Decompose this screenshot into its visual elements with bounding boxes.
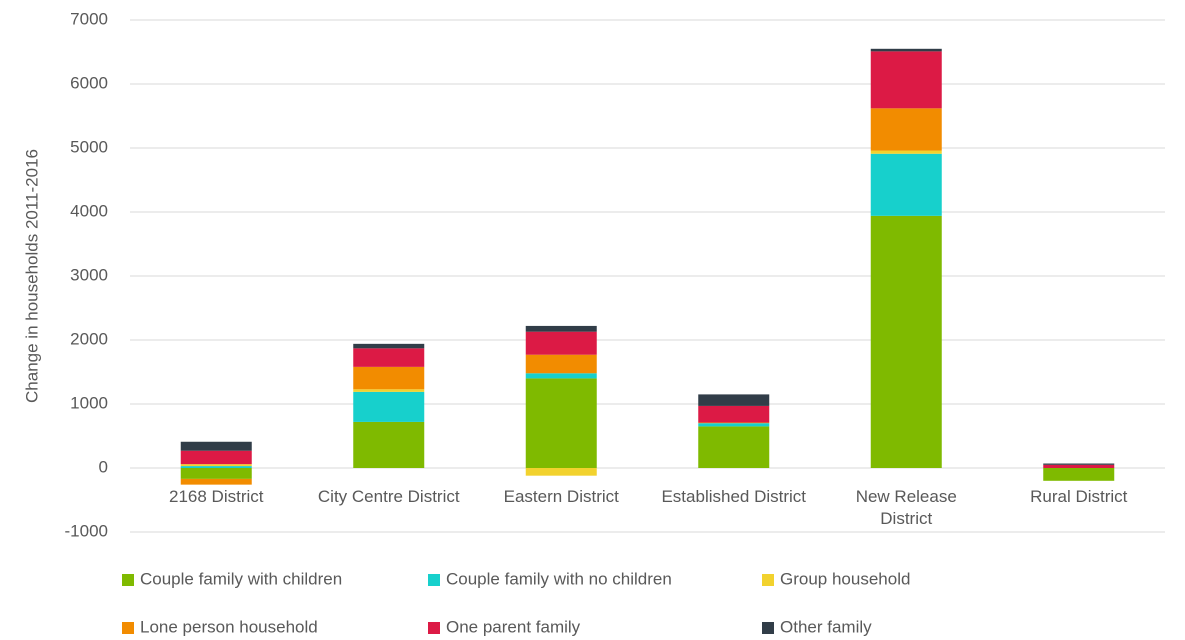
bar-segment (525, 331, 597, 355)
bar-segment (1043, 464, 1115, 468)
bar-segment (870, 215, 942, 468)
legend-label: Couple family with children (140, 569, 342, 588)
bar-segment (180, 464, 252, 467)
x-tick-label: Eastern District (503, 487, 619, 506)
bar-segment (525, 354, 597, 374)
y-tick-label: 3000 (70, 265, 108, 284)
legend-swatch (122, 574, 134, 586)
legend-swatch (428, 622, 440, 634)
legend-label: Other family (780, 617, 872, 636)
bar-segment (870, 51, 942, 109)
legend-swatch (762, 574, 774, 586)
y-axis-label: Change in households 2011-2016 (22, 149, 41, 403)
y-tick-label: 7000 (70, 9, 108, 28)
x-tick-label: Rural District (1030, 487, 1128, 506)
legend-label: Group household (780, 569, 910, 588)
legend-swatch (762, 622, 774, 634)
bar-segment (353, 348, 425, 367)
bar-segment (353, 391, 425, 422)
bar-segment (353, 343, 425, 349)
bar-segment (698, 405, 770, 423)
x-tick-label: City Centre District (317, 487, 460, 506)
y-tick-label: -1000 (65, 521, 108, 540)
y-tick-label: 0 (99, 457, 108, 476)
bar-segment (525, 373, 597, 379)
bar-segment (870, 150, 942, 154)
bar-segment (1043, 468, 1115, 481)
bar-segment (1043, 463, 1115, 465)
legend-label: One parent family (446, 617, 581, 636)
x-tick-label: Established District (661, 487, 807, 506)
bar-segment (698, 423, 770, 427)
bar-segment (525, 468, 597, 476)
bar-segment (870, 48, 942, 52)
bar-segment (180, 466, 252, 468)
bar-segment (870, 153, 942, 216)
legend-swatch (428, 574, 440, 586)
legend-label: Couple family with no children (446, 569, 672, 588)
bar-segment (353, 366, 425, 390)
y-tick-label: 2000 (70, 329, 108, 348)
bar-segment (180, 478, 252, 485)
y-tick-label: 4000 (70, 201, 108, 220)
y-tick-label: 1000 (70, 393, 108, 412)
bar-segment (698, 422, 770, 424)
legend-swatch (122, 622, 134, 634)
y-tick-label: 5000 (70, 137, 108, 156)
bar-segment (353, 389, 425, 392)
bar-segment (525, 325, 597, 332)
bar-segment (698, 426, 770, 468)
y-tick-label: 6000 (70, 73, 108, 92)
x-tick-label: New Release District (855, 487, 957, 528)
x-tick-label: 2168 District (169, 487, 264, 506)
legend-label: Lone person household (140, 617, 318, 636)
bar-segment (870, 108, 942, 151)
bar-segment (353, 421, 425, 468)
bar-segment (698, 394, 770, 406)
bar-segment (525, 378, 597, 468)
bar-segment (180, 450, 252, 465)
bar-segment (180, 441, 252, 451)
bar-segment (180, 468, 252, 479)
